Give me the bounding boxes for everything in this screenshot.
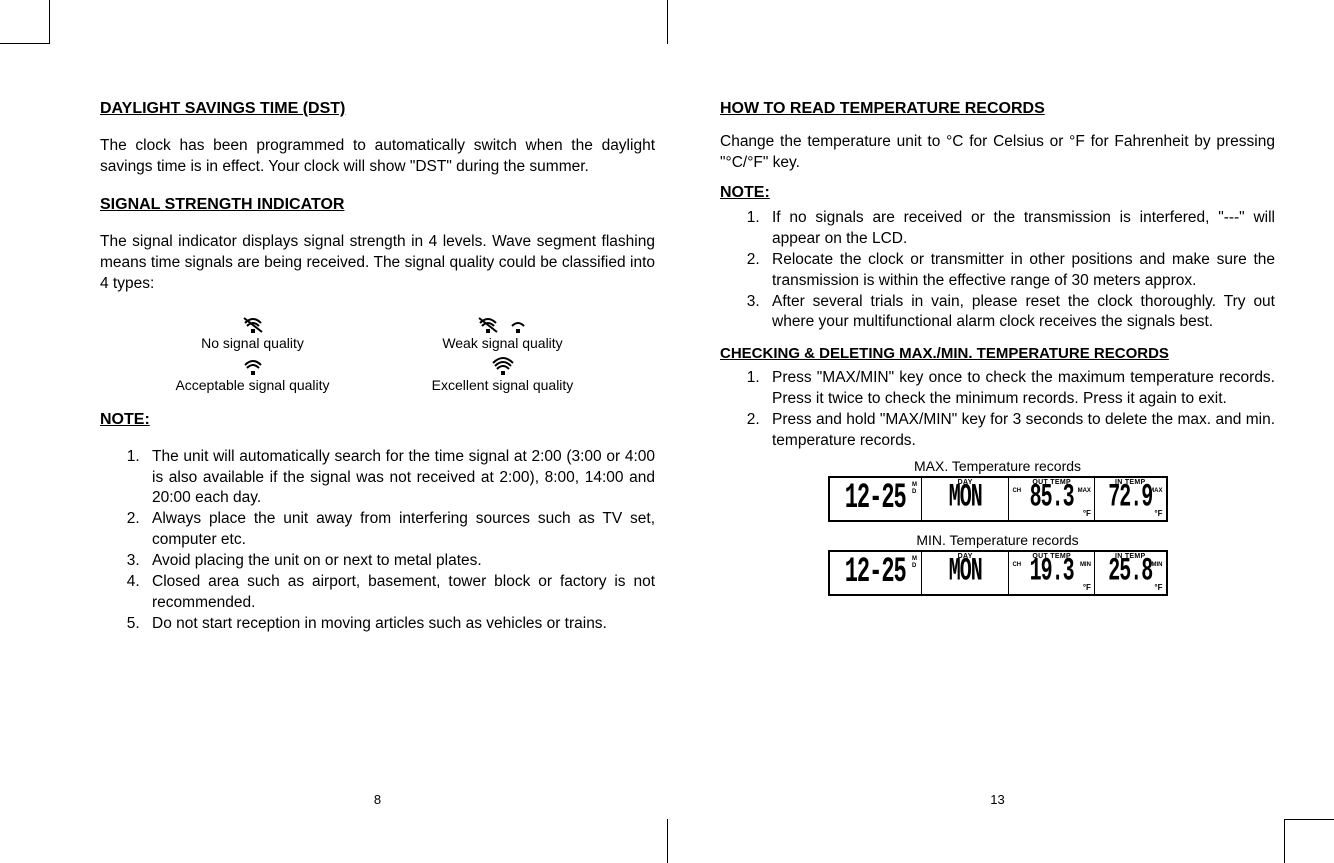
md-label: MD — [912, 482, 917, 496]
heading-maxmin: CHECKING & DELETING MAX./MIN. TEMPERATUR… — [720, 345, 1275, 362]
para-read-temp: Change the temperature unit to °C for Ce… — [720, 132, 1275, 174]
heading-note-left: NOTE: — [100, 411, 655, 429]
note-list-left: The unit will automatically search for t… — [100, 447, 655, 635]
signal-label: Acceptable signal quality — [128, 377, 378, 393]
lcd-tag: MIN — [1080, 562, 1091, 568]
lcd-unit: °F — [1154, 510, 1162, 517]
lcd-out-temp: 85.3 — [1030, 483, 1074, 515]
signal-none: No signal quality — [128, 313, 378, 351]
crop-mark — [1284, 819, 1334, 863]
lcd-tag: MAX — [1078, 488, 1091, 494]
list-item: If no signals are received or the transm… — [764, 208, 1275, 250]
heading-read-temp: HOW TO READ TEMPERATURE RECORDS — [720, 100, 1275, 118]
lcd-ch: CH — [1012, 488, 1021, 494]
lcd-max: MD 12-25 DAY MON OUT TEMP CH MAX 85.3 °F… — [828, 476, 1168, 522]
signal-grid: No signal quality Weak signal quality — [100, 313, 655, 393]
lcd-unit: °F — [1083, 584, 1091, 591]
heading-dst: DAYLIGHT SAVINGS TIME (DST) — [100, 100, 655, 118]
crop-mark — [0, 0, 50, 44]
signal-icon-weak — [476, 315, 500, 335]
signal-excellent: Excellent signal quality — [378, 355, 628, 393]
lcd-max-caption: MAX. Temperature records — [914, 458, 1081, 474]
note-list-right: If no signals are received or the transm… — [720, 208, 1275, 334]
lcd-max-block: MAX. Temperature records MD 12-25 DAY MO… — [720, 458, 1275, 522]
signal-icon-weak-2 — [506, 315, 530, 335]
steps-list: Press "MAX/MIN" key once to check the ma… — [720, 368, 1275, 452]
signal-weak: Weak signal quality — [378, 313, 628, 351]
signal-label: Weak signal quality — [378, 335, 628, 351]
list-item: The unit will automatically search for t… — [144, 447, 655, 510]
page-number-left: 8 — [100, 792, 655, 807]
crop-mark — [667, 0, 668, 44]
lcd-date: 12-25 — [845, 481, 906, 516]
lcd-day: MON — [949, 557, 982, 589]
list-item: Always place the unit away from interfer… — [144, 509, 655, 551]
list-item: Relocate the clock or transmitter in oth… — [764, 250, 1275, 292]
lcd-out-temp: 19.3 — [1030, 557, 1074, 589]
signal-label: Excellent signal quality — [378, 377, 628, 393]
lcd-min-caption: MIN. Temperature records — [916, 532, 1078, 548]
lcd-unit: °F — [1154, 584, 1162, 591]
list-item: Press and hold "MAX/MIN" key for 3 secon… — [764, 410, 1275, 452]
list-item: Closed area such as airport, basement, t… — [144, 572, 655, 614]
signal-icon-excellent — [491, 357, 515, 377]
lcd-min-block: MIN. Temperature records MD 12-25 DAY MO… — [720, 532, 1275, 596]
lcd-in-temp: 72.9 — [1108, 483, 1152, 515]
page-left: DAYLIGHT SAVINGS TIME (DST) The clock ha… — [100, 100, 655, 653]
lcd-date: 12-25 — [845, 555, 906, 590]
lcd-in-temp: 25.8 — [1108, 557, 1152, 589]
lcd-ch: CH — [1012, 562, 1021, 568]
crop-mark — [667, 819, 668, 863]
page-number-right: 13 — [720, 792, 1275, 807]
md-label: MD — [912, 556, 917, 570]
para-signal: The signal indicator displays signal str… — [100, 232, 655, 295]
heading-signal: SIGNAL STRENGTH INDICATOR — [100, 196, 655, 214]
list-item: Press "MAX/MIN" key once to check the ma… — [764, 368, 1275, 410]
lcd-min: MD 12-25 DAY MON OUT TEMP CH MIN 19.3 °F… — [828, 550, 1168, 596]
list-item: Avoid placing the unit on or next to met… — [144, 551, 655, 572]
signal-icon-none — [241, 315, 265, 335]
lcd-day: MON — [949, 483, 982, 515]
signal-acceptable: Acceptable signal quality — [128, 355, 378, 393]
list-item: Do not start reception in moving article… — [144, 614, 655, 635]
page-right: HOW TO READ TEMPERATURE RECORDS Change t… — [720, 100, 1275, 596]
lcd-tag: MIN — [1152, 562, 1163, 568]
para-dst: The clock has been programmed to automat… — [100, 136, 655, 178]
signal-label: No signal quality — [128, 335, 378, 351]
heading-note-right: NOTE: — [720, 184, 1275, 202]
signal-icon-acceptable — [241, 357, 265, 377]
lcd-unit: °F — [1083, 510, 1091, 517]
list-item: After several trials in vain, please res… — [764, 292, 1275, 334]
